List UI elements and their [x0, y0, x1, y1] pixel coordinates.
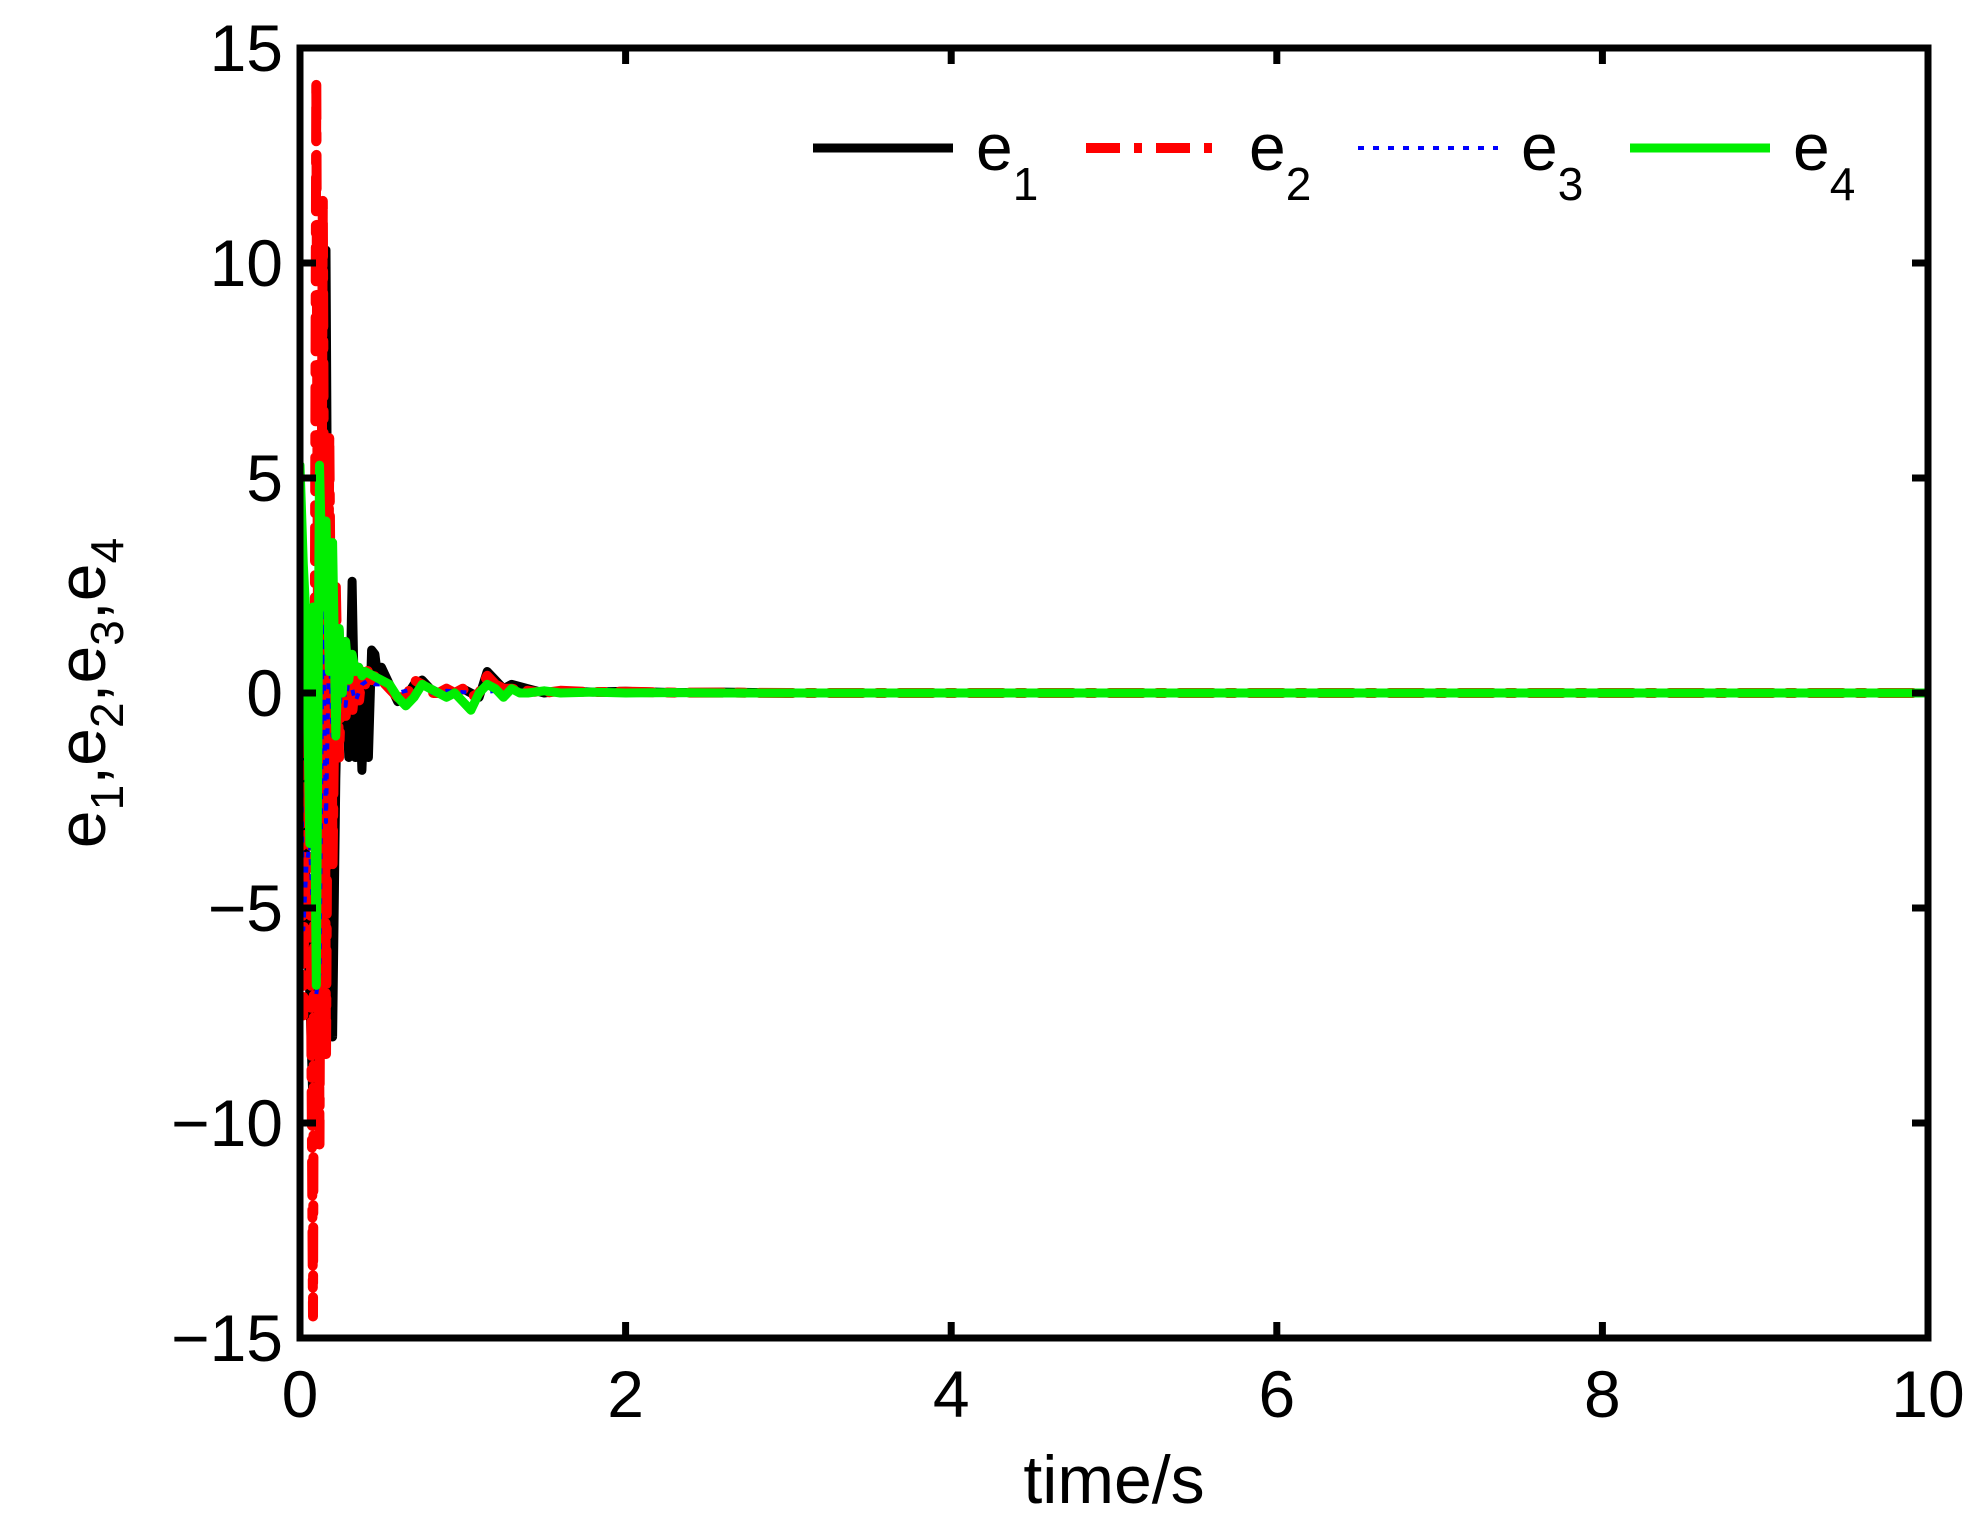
y-tick-label: 15 [210, 11, 283, 85]
x-tick-label: 8 [1584, 1357, 1621, 1431]
legend: e1 e2 e3 e4 [813, 110, 1855, 210]
y-axis-label: e1,e2,e3,e4 [44, 538, 133, 848]
series-line-e1 [300, 250, 1928, 1106]
x-axis-label: time/s [1023, 1442, 1204, 1518]
x-tick-label: 2 [607, 1357, 644, 1431]
y-tick-label: 5 [246, 441, 283, 515]
y-tick-label: 10 [210, 226, 283, 300]
legend-label-e4: e4 [1793, 110, 1855, 210]
series-line-e3 [300, 607, 1928, 994]
y-tick-label: 0 [246, 656, 283, 730]
ticks-layer: 0 2 4 6 8 10 −15 −10 −5 0 5 10 15 [171, 11, 1965, 1431]
x-tick-label: 4 [933, 1357, 970, 1431]
series-line-e4 [300, 465, 1928, 985]
x-tick-label: 0 [282, 1357, 319, 1431]
y-tick-label: −15 [171, 1301, 283, 1375]
x-tick-label: 10 [1891, 1357, 1964, 1431]
x-tick-label: 6 [1258, 1357, 1295, 1431]
legend-label-e1: e1 [976, 110, 1038, 210]
legend-label-e2: e2 [1249, 110, 1311, 210]
series-layer [300, 78, 1928, 1316]
y-tick-label: −5 [208, 871, 283, 945]
legend-label-e3: e3 [1521, 110, 1583, 210]
y-tick-label: −10 [171, 1086, 283, 1160]
